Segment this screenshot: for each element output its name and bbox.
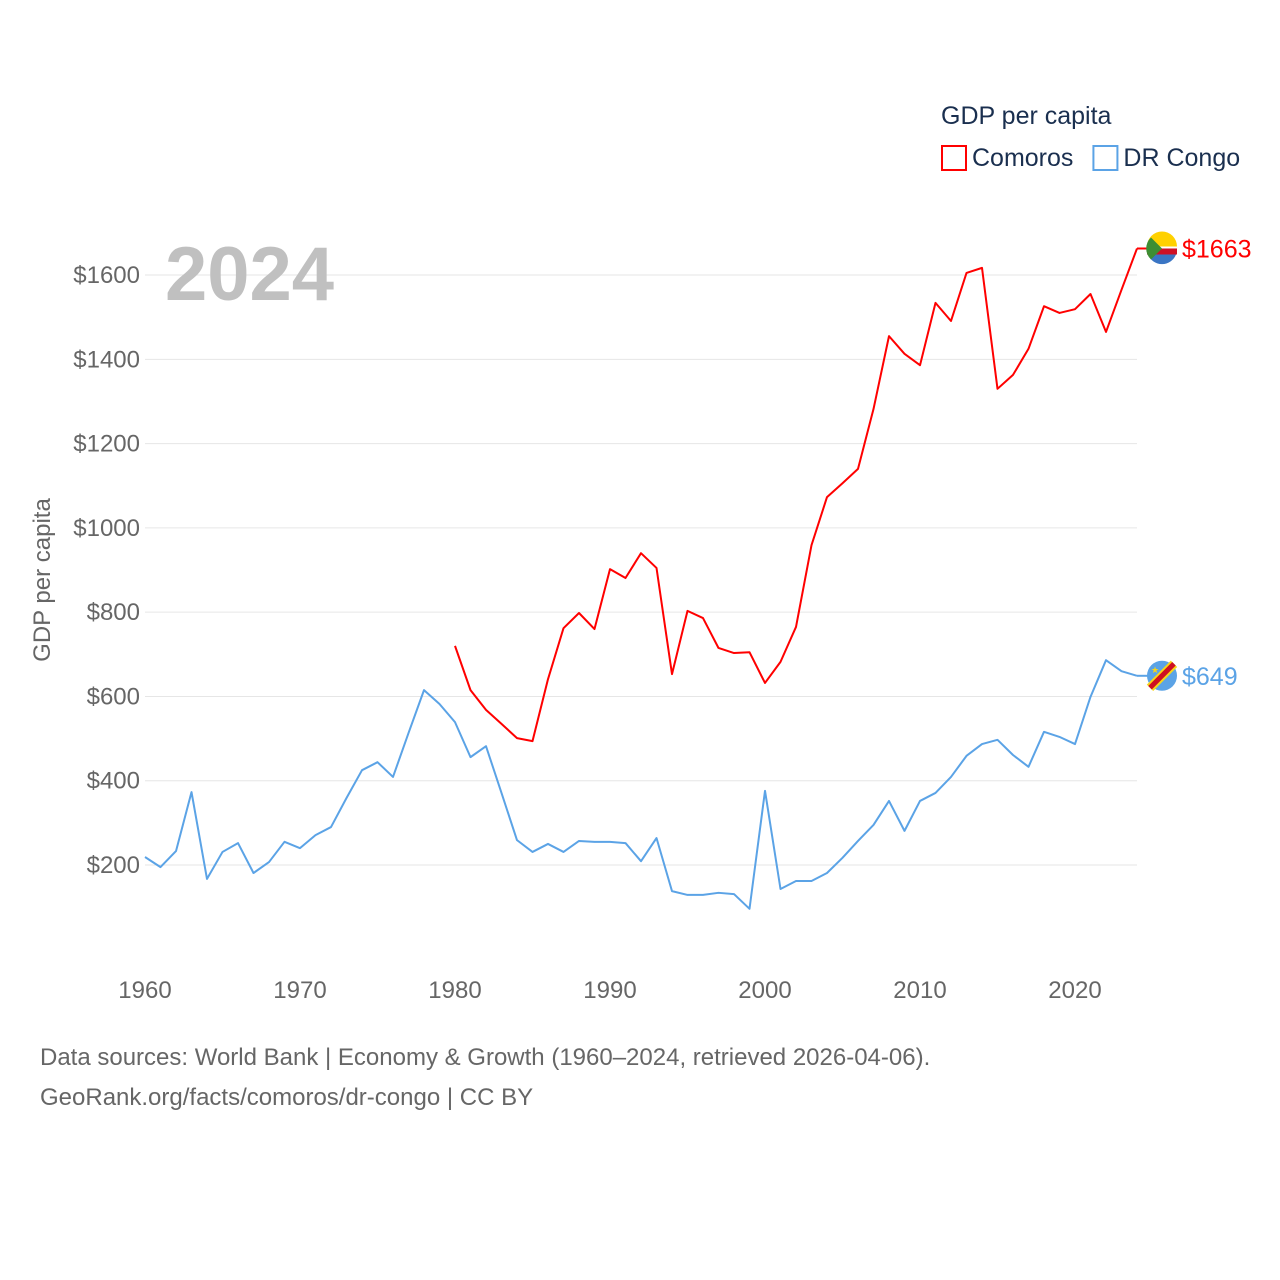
end-value-label: $1663 bbox=[1182, 235, 1252, 263]
x-tick-label: 2010 bbox=[893, 977, 946, 1004]
dr-congo-flag-icon: ★ bbox=[1146, 660, 1178, 691]
x-tick-label: 1980 bbox=[428, 977, 481, 1004]
x-tick-label: 2000 bbox=[738, 977, 791, 1004]
y-tick-label: $800 bbox=[87, 599, 140, 626]
year-label: 2024 bbox=[165, 232, 334, 317]
x-tick-label: 1990 bbox=[583, 977, 636, 1004]
legend-entry[interactable]: DR Congo bbox=[1123, 144, 1240, 172]
svg-text:★: ★ bbox=[1151, 665, 1159, 675]
comoros-flag-icon bbox=[1146, 231, 1177, 265]
series-line-comoros bbox=[454, 248, 1138, 743]
x-tick-label: 1960 bbox=[118, 977, 171, 1004]
x-tick-label: 2020 bbox=[1048, 977, 1101, 1004]
y-tick-label: $1400 bbox=[73, 346, 140, 373]
legend-swatch bbox=[1092, 145, 1119, 171]
y-tick-label: $1200 bbox=[73, 431, 140, 458]
end-value-label: $649 bbox=[1182, 663, 1238, 691]
legend-entry[interactable]: Comoros bbox=[972, 144, 1073, 172]
series-line-dr-congo bbox=[144, 659, 1138, 910]
y-tick-label: $600 bbox=[87, 683, 140, 710]
y-tick-label: $1000 bbox=[73, 515, 140, 542]
footer-source: Data sources: World Bank | Economy & Gro… bbox=[40, 1044, 931, 1071]
y-axis-label: GDP per capita bbox=[29, 498, 56, 662]
x-tick-label: 1970 bbox=[273, 977, 326, 1004]
y-tick-label: $400 bbox=[87, 768, 140, 795]
legend-title: GDP per capita bbox=[941, 102, 1112, 130]
legend-swatch bbox=[941, 145, 967, 171]
footer-link[interactable]: GeoRank.org/facts/comoros/dr-congo | CC … bbox=[40, 1084, 534, 1111]
y-tick-label: $200 bbox=[87, 852, 140, 879]
y-tick-label: $1600 bbox=[73, 262, 140, 289]
